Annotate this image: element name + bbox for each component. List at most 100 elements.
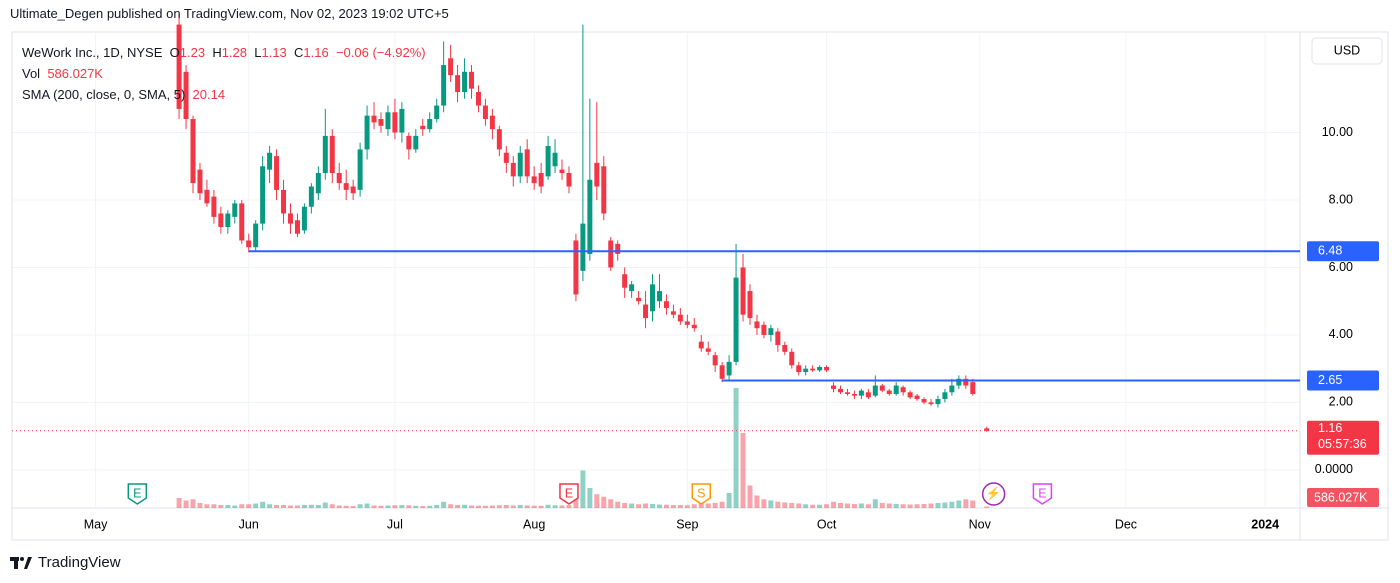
sma-value: 20.14: [192, 87, 226, 102]
volume-bar: [865, 504, 871, 508]
volume-bar: [260, 501, 266, 508]
volume-bar: [587, 488, 593, 508]
candle-body: [287, 213, 293, 224]
candle-body: [260, 166, 266, 224]
symbol: WeWork Inc., 1D, NYSE: [22, 45, 163, 60]
candle-body: [865, 392, 871, 398]
volume-bar: [287, 505, 293, 508]
x-tick-label: Oct: [817, 517, 837, 531]
candle-body: [851, 393, 857, 396]
candle-body: [712, 355, 718, 366]
candle-body: [253, 223, 259, 248]
price-label: 2.65: [1318, 373, 1342, 387]
candle-body: [239, 203, 245, 241]
candle-body: [274, 156, 280, 190]
volume-bar: [274, 505, 280, 508]
candle-body: [691, 324, 697, 329]
candle-body: [510, 162, 516, 177]
candle-body: [399, 108, 405, 133]
candle-body: [601, 166, 607, 214]
candle-body: [942, 392, 948, 400]
currency-button[interactable]: [1311, 37, 1383, 65]
candle-body: [197, 169, 203, 194]
candle-body: [615, 243, 621, 254]
candle-body: [970, 382, 976, 394]
volume-bar: [232, 505, 238, 508]
volume-bar: [545, 504, 551, 508]
volume-bar: [622, 503, 628, 508]
volume-bar: [399, 505, 405, 508]
volume-bar: [914, 504, 920, 508]
y-tick-label: 10.00: [1322, 125, 1353, 139]
volume-bar: [698, 502, 704, 508]
candle-body: [176, 24, 182, 109]
x-tick-label: 2024: [1251, 517, 1279, 531]
volume-bar: [420, 506, 426, 508]
volume-bar: [754, 495, 760, 508]
candle-body: [844, 392, 850, 394]
candle-body: [684, 321, 690, 325]
volume-label: 586.027K: [1314, 490, 1368, 504]
volume-bar: [510, 505, 516, 508]
price-label-box: [1307, 241, 1379, 262]
volume-bar: [643, 503, 649, 508]
volume-bar: [677, 505, 683, 508]
volume-bar: [942, 502, 948, 508]
volume-name: Vol: [22, 66, 41, 81]
volume-bar: [211, 504, 217, 508]
volume-bar: [608, 499, 614, 508]
candle-body: [824, 366, 830, 371]
candle-body: [580, 223, 586, 271]
event-label: E: [133, 486, 141, 500]
candle-body: [594, 162, 600, 187]
ohlc-value: 1.16: [303, 45, 329, 60]
candle-body: [336, 173, 342, 184]
candle-body: [441, 65, 447, 106]
x-tick-label: Aug: [523, 517, 545, 531]
candle-body: [294, 220, 300, 234]
y-tick-label: 6.00: [1329, 260, 1353, 274]
volume-bar: [691, 504, 697, 508]
price-label: 6.48: [1318, 244, 1342, 258]
volume-bar: [315, 505, 321, 508]
volume-bar: [851, 504, 857, 508]
x-tick-label: Dec: [1115, 517, 1137, 531]
volume-bar: [225, 505, 231, 508]
candle-body: [879, 385, 885, 391]
volume-bar: [329, 504, 335, 508]
event-label: ⚡: [986, 485, 1002, 501]
candle-body: [545, 146, 551, 177]
candle-body: [796, 365, 802, 373]
volume-bar: [900, 504, 906, 508]
candle-body: [622, 274, 628, 288]
volume-bar: [552, 505, 558, 508]
candle-body: [357, 149, 363, 190]
volume-bar: [733, 388, 739, 508]
volume-bar: [782, 502, 788, 508]
volume-bar: [747, 485, 753, 508]
volume-bar: [970, 500, 976, 508]
volume-bar: [594, 494, 600, 508]
candle-body: [281, 189, 287, 214]
candle-body: [858, 390, 864, 396]
event-label: E: [1038, 486, 1046, 500]
candle-body: [552, 152, 558, 167]
candle-body: [496, 129, 502, 150]
candle-body: [322, 135, 328, 174]
volume-bar: [392, 505, 398, 508]
y-tick-label: 4.00: [1329, 327, 1353, 341]
candle-body: [705, 348, 711, 352]
volume-bar: [267, 504, 273, 508]
ohlc-key: C: [294, 45, 304, 60]
volume-bar: [364, 503, 370, 508]
candle-body: [329, 135, 335, 174]
volume-bar: [469, 505, 475, 508]
candle-body: [225, 213, 231, 227]
volume-bar: [357, 504, 363, 508]
volume-bar: [246, 504, 252, 508]
volume-bar: [879, 503, 885, 508]
volume-bar: [824, 504, 830, 508]
volume-bar: [489, 505, 495, 508]
candle-body: [559, 169, 565, 174]
candle-body: [754, 321, 760, 329]
